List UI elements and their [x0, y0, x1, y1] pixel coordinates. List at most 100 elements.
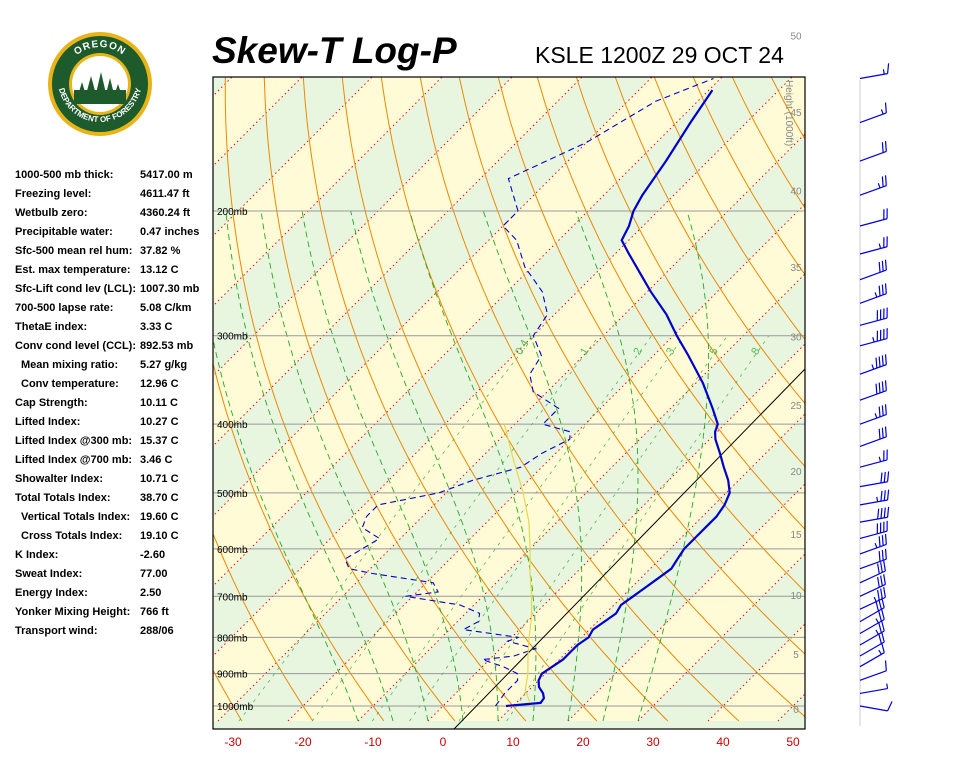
height-axis-title: Height (1000ft) [783, 80, 794, 146]
index-row: Sweat Index: 77.00 [15, 565, 215, 584]
moist-adiabat [213, 337, 359, 722]
index-label: Conv temperature: [21, 378, 119, 390]
wind-staff [859, 459, 888, 468]
dry-adiabat [213, 361, 385, 722]
wind-staff [859, 558, 887, 570]
index-label: Mean mixing ratio: [21, 359, 119, 371]
wind-barb-feather [878, 261, 881, 273]
x-tick-label: 40 [716, 735, 730, 749]
wind-barb-feather [877, 576, 880, 588]
x-tick-label: -30 [224, 735, 242, 749]
pressure-label: 900mb [217, 670, 248, 681]
wind-barb [859, 102, 887, 124]
index-value: 77.00 [140, 568, 168, 580]
wind-barb-feather [878, 285, 881, 297]
moist-adiabat [301, 210, 464, 722]
index-value: 4360.24 ft [140, 207, 191, 219]
wind-barb-feather [881, 642, 885, 653]
wind-barb-feather [881, 609, 885, 620]
index-row: Lifted Index: 10.27 C [15, 413, 215, 432]
wind-barb [859, 380, 887, 401]
height-tick-label: 0 [793, 705, 799, 716]
wind-barb [859, 175, 887, 196]
index-row: Total Totals Index: 38.70 C [15, 489, 215, 508]
wind-barb-feather [875, 600, 880, 612]
index-label: Freezing level: [15, 188, 92, 200]
moist-adiabat [482, 210, 583, 722]
wind-staff [859, 112, 887, 124]
temperature-curve [505, 89, 731, 708]
wind-barb-feather [881, 549, 884, 561]
wind-barb-feather [884, 354, 887, 365]
index-row: ThetaE index: 3.33 C [15, 318, 215, 337]
wind-barb [859, 449, 888, 468]
wind-barb [859, 236, 888, 255]
dewpoint-curve [344, 77, 714, 707]
index-label: Energy Index: [15, 587, 88, 599]
index-value: 5417.00 m [140, 169, 193, 181]
wind-staff [859, 570, 886, 584]
index-label: Wetbulb zero: [15, 207, 88, 219]
wind-barb-half-feather [882, 69, 885, 75]
wind-barb-feather [881, 284, 884, 295]
index-label: Yonker Mixing Height: [15, 606, 131, 618]
wind-staff [859, 293, 887, 304]
mixing-ratio-line [238, 335, 535, 722]
wind-barb-feather [884, 426, 887, 437]
oregon-forestry-logo: OREGON DEPARTMENT OF FORESTRY [46, 30, 154, 138]
wind-barb-half-feather [878, 243, 882, 249]
wind-barb-feather [884, 175, 887, 186]
moist-adiabat [409, 210, 537, 722]
wind-staff [859, 246, 888, 255]
index-label: Lifted Index: [15, 416, 81, 428]
wind-barb [859, 642, 885, 668]
wind-barb-half-feather [876, 496, 879, 502]
wind-barb [859, 574, 886, 597]
index-label: Transport wind: [15, 625, 98, 637]
wind-staff [859, 641, 885, 657]
wind-barb-feather [881, 535, 884, 546]
wind-barb [859, 489, 890, 506]
wind-barb-feather [878, 633, 882, 644]
wind-barb-feather [880, 562, 883, 573]
index-value: 892.53 mb [140, 340, 194, 352]
wind-barb-feather [881, 142, 884, 153]
wind-barb-feather [880, 575, 883, 586]
height-tick-label: 30 [790, 333, 802, 344]
wind-barb-feather [884, 102, 887, 113]
index-label: Cap Strength: [15, 397, 88, 409]
wind-barb [859, 63, 890, 80]
x-axis: -30 -20 -10 0 10 20 30 40 50 [224, 735, 800, 749]
wind-staff [859, 618, 885, 635]
pressure-label: 600mb [217, 545, 248, 556]
mixing-ratio-line [458, 335, 728, 722]
x-tick-label: 30 [646, 735, 660, 749]
wind-barb-feather [878, 622, 882, 633]
index-row: Yonker Mixing Height: 766 ft [15, 603, 215, 622]
wind-barb-half-feather [873, 596, 877, 602]
wind-barb-half-feather [875, 629, 879, 635]
wind-barb-half-feather [874, 542, 878, 549]
index-row: Lifted Index @300 mb: 15.37 C [15, 432, 215, 451]
index-row: 1000-500 mb thick: 5417.00 m [15, 166, 215, 185]
index-value: 4611.47 ft [140, 188, 190, 200]
wind-staff [859, 630, 885, 646]
wind-barb [859, 426, 887, 447]
wind-barb [859, 404, 887, 425]
temperature-band [213, 77, 303, 167]
wind-staff [859, 596, 886, 610]
wind-barb-feather [886, 471, 890, 482]
temperature-band [213, 77, 442, 306]
wind-barb-feather [884, 380, 887, 391]
wind-barb-half-feather [877, 183, 881, 189]
dry-adiabat [380, 77, 740, 722]
pressure-label: 800mb [217, 633, 248, 644]
temperature-band [848, 0, 960, 721]
wind-staff [859, 269, 887, 281]
index-row: Vertical Totals Index: 19.60 C [15, 508, 215, 527]
dry-adiabat [954, 0, 960, 721]
dry-adiabat [341, 77, 669, 722]
wind-barb-feather [881, 427, 884, 439]
wind-barb-feather [875, 383, 878, 395]
